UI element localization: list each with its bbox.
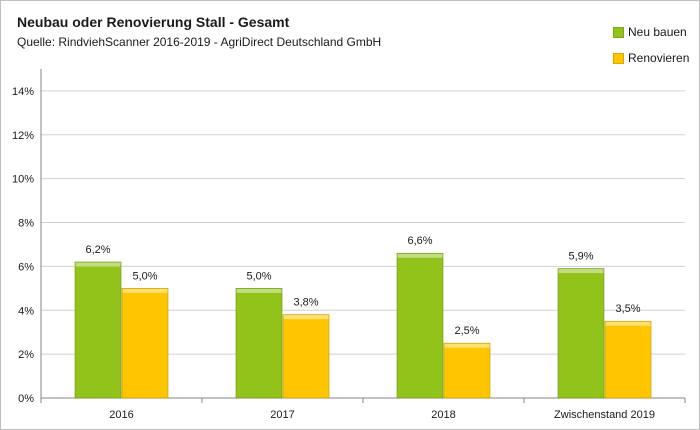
y-tick-label: 2%	[18, 349, 34, 361]
legend-label-neu-bauen: Neu bauen	[628, 25, 687, 39]
x-tick-label: 2017	[270, 409, 294, 421]
bar-renovieren	[282, 314, 330, 399]
bar-neu-bauen	[557, 268, 605, 399]
data-label: 5,9%	[568, 251, 593, 263]
bar-renovieren	[121, 288, 169, 399]
bar-highlight	[236, 288, 282, 293]
bar-neu-bauen	[396, 252, 444, 399]
bar-highlight	[605, 321, 651, 326]
bar-highlight	[397, 253, 443, 258]
legend: Neu bauen Renovieren	[613, 23, 689, 75]
bar-renovieren	[604, 320, 652, 399]
legend-swatch-neu-bauen	[613, 26, 624, 38]
y-tick-label: 4%	[18, 305, 34, 317]
data-label: 6,6%	[407, 235, 432, 247]
chart-subtitle: Quelle: RindviehScanner 2016-2019 - Agri…	[17, 35, 382, 49]
y-tick-label: 10%	[12, 174, 34, 186]
y-tick-label: 8%	[18, 218, 34, 230]
bar-highlight	[444, 343, 490, 348]
bar-highlight	[283, 315, 329, 320]
legend-label-renovieren: Renovieren	[628, 51, 690, 65]
legend-item-renovieren: Renovieren	[613, 49, 689, 67]
bar-neu-bauen	[74, 261, 122, 399]
bar-highlight	[75, 262, 121, 267]
data-label: 5,0%	[246, 270, 271, 282]
y-tick-label: 6%	[18, 261, 34, 273]
x-tick-label: 2018	[431, 409, 455, 421]
y-tick-label: 0%	[18, 393, 34, 405]
bar-highlight	[558, 269, 604, 274]
data-label: 3,5%	[615, 303, 640, 315]
x-tick-label: 2016	[109, 409, 133, 421]
data-label: 3,8%	[293, 297, 318, 309]
bar-neu-bauen	[235, 288, 283, 399]
bar-renovieren	[443, 342, 491, 399]
data-label: 5,0%	[132, 270, 157, 282]
y-tick-label: 14%	[12, 86, 34, 98]
x-tick-label: Zwischenstand 2019	[554, 409, 655, 421]
data-label: 2,5%	[454, 325, 479, 337]
data-label: 6,2%	[85, 244, 110, 256]
bar-highlight	[122, 288, 168, 293]
chart-title: Neubau oder Renovierung Stall - Gesamt	[17, 14, 290, 30]
legend-swatch-renovieren	[613, 52, 624, 64]
legend-item-neu-bauen: Neu bauen	[613, 23, 689, 41]
y-tick-label: 12%	[12, 130, 34, 142]
